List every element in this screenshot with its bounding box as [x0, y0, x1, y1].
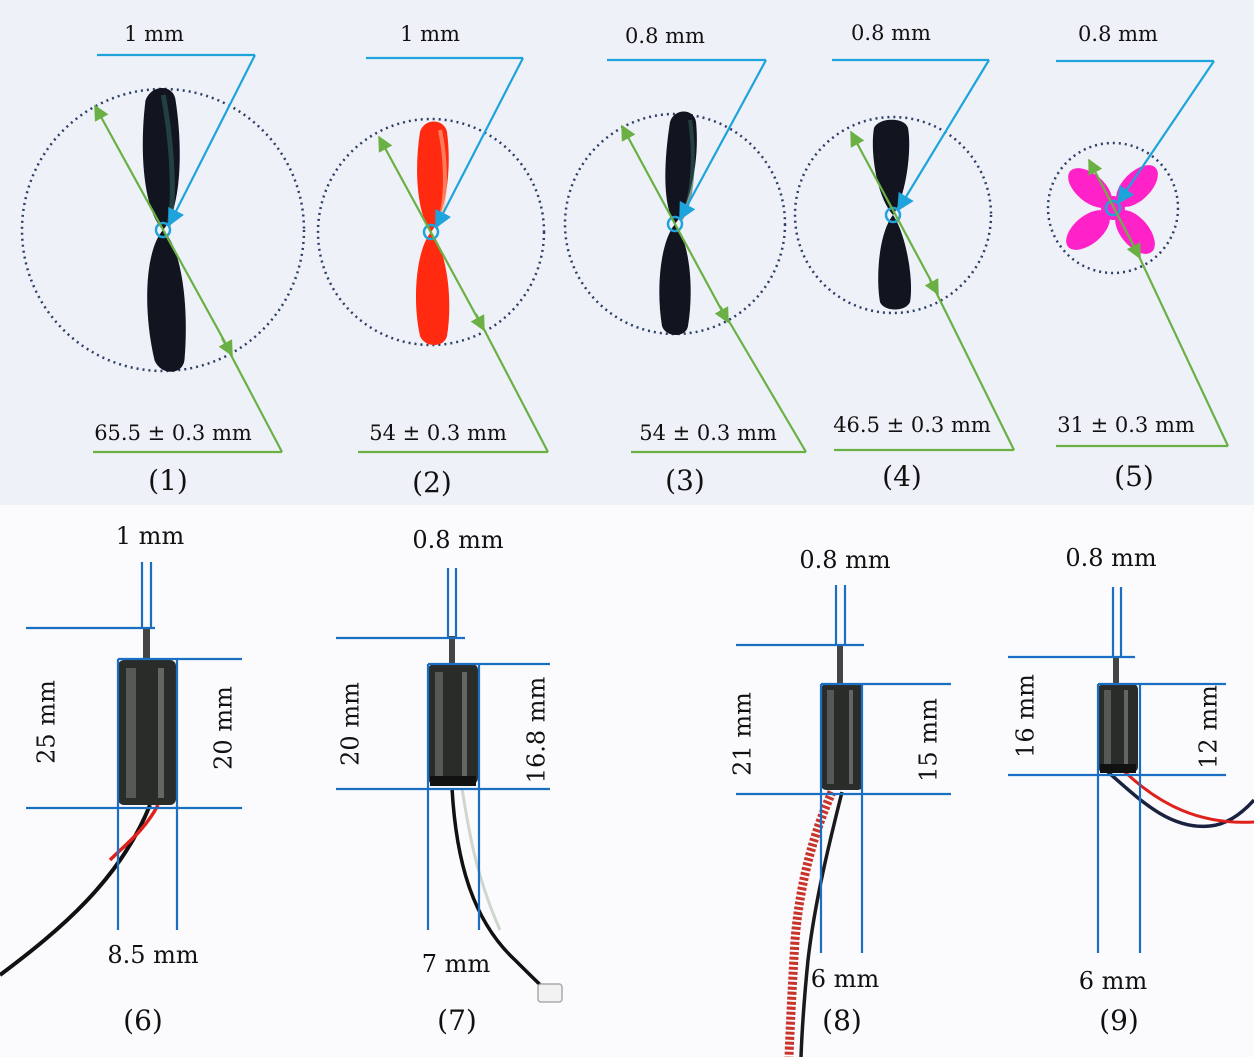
motor-8-wire-black [799, 791, 844, 1058]
motor-6: 1 mm 25 mm 20 mm 8.5 mm (6) [0, 522, 242, 1037]
motor-7-body-length-label: 16.8 mm [523, 676, 551, 783]
propeller-1-caption: (1) [148, 464, 188, 497]
motor-9-wire-black [1106, 770, 1254, 829]
propeller-5-diameter-label: 31 ± 0.3 mm [1057, 413, 1195, 437]
motor-7-total-length-label: 20 mm [337, 682, 365, 766]
propeller-1-diameter-label: 65.5 ± 0.3 mm [94, 421, 252, 445]
coreless-motor-icon [1098, 656, 1138, 773]
motor-7-shaft-label: 0.8 mm [412, 526, 504, 554]
motor-6-wire-red [108, 804, 160, 862]
motor-8-diameter-label: 6 mm [811, 965, 880, 993]
propeller-4-hub-label: 0.8 mm [851, 21, 931, 45]
propeller-3-caption: (3) [665, 464, 705, 497]
motor-6-shaft-label: 1 mm [116, 522, 185, 550]
propeller-2-diameter-circle [316, 117, 546, 347]
motor-8-caption: (8) [822, 1004, 862, 1037]
coreless-motor-icon [821, 645, 863, 790]
coreless-motor-icon [428, 636, 478, 786]
motor-9-shaft-label: 0.8 mm [1065, 544, 1157, 572]
motor-7-connector [537, 983, 563, 1003]
propeller-3-diameter-label: 54 ± 0.3 mm [639, 421, 777, 445]
propeller-1-hub-label: 1 mm [124, 22, 184, 46]
propeller-4-diameter-label: 46.5 ± 0.3 mm [833, 413, 991, 437]
motor-9: 0.8 mm 16 mm 12 mm 6 mm (9) [1008, 544, 1254, 1037]
propeller-5-diameter-circle [1046, 141, 1180, 275]
propeller-3-hub-label: 0.8 mm [625, 24, 705, 48]
propeller-3-diameter-circle [563, 112, 787, 336]
propeller-1-diameter-circle [20, 87, 306, 373]
coreless-motor-icon [118, 628, 176, 805]
motor-6-total-length-label: 25 mm [33, 680, 61, 764]
motor-9-body-length-label: 12 mm [1195, 685, 1223, 769]
propeller-3: 0.8 mm 54 ± 0.3 mm (3) [563, 24, 807, 497]
motor-9-wire-red [1123, 770, 1254, 824]
motor-6-diameter-label: 8.5 mm [107, 941, 199, 969]
motor-8-shaft-label: 0.8 mm [799, 546, 891, 574]
propeller-5-hub-label: 0.8 mm [1078, 22, 1158, 46]
motor-9-diameter-label: 6 mm [1079, 967, 1148, 995]
propeller-5: 0.8 mm 31 ± 0.3 mm (5) [1046, 22, 1229, 493]
motor-8-total-length-label: 21 mm [729, 692, 757, 776]
motor-8-wire-bundle [784, 790, 837, 1058]
propeller-4: 0.8 mm 46.5 ± 0.3 mm (4) [793, 21, 1015, 493]
propeller-4-caption: (4) [882, 460, 922, 493]
propeller-2-caption: (2) [412, 466, 452, 499]
propeller-5-caption: (5) [1114, 460, 1154, 493]
propeller-4-diameter-circle [793, 115, 993, 315]
motor-7-wire-black [450, 787, 550, 994]
motor-8-body-length-label: 15 mm [915, 698, 943, 782]
motor-7-caption: (7) [437, 1004, 477, 1037]
motor-7: 0.8 mm 20 mm 16.8 mm 7 mm (7) [336, 526, 563, 1037]
propeller-2-hub-label: 1 mm [400, 22, 460, 46]
motor-6-caption: (6) [123, 1004, 163, 1037]
motor-9-total-length-label: 16 mm [1012, 674, 1040, 758]
motor-7-wire-white [460, 787, 502, 931]
propeller-2-diameter-label: 54 ± 0.3 mm [369, 421, 507, 445]
propeller-2: 1 mm 54 ± 0.3 mm (2) [316, 22, 549, 499]
motor-6-body-length-label: 20 mm [210, 686, 238, 770]
motor-7-diameter-label: 7 mm [422, 950, 491, 978]
motor-panel-background [0, 505, 1254, 1057]
propeller-1: 1 mm 65.5 ± 0.3 mm (1) [20, 22, 306, 497]
motor-9-caption: (9) [1099, 1004, 1139, 1037]
motor-8: 0.8 mm 21 mm 15 mm 6 mm (8) [729, 546, 951, 1058]
